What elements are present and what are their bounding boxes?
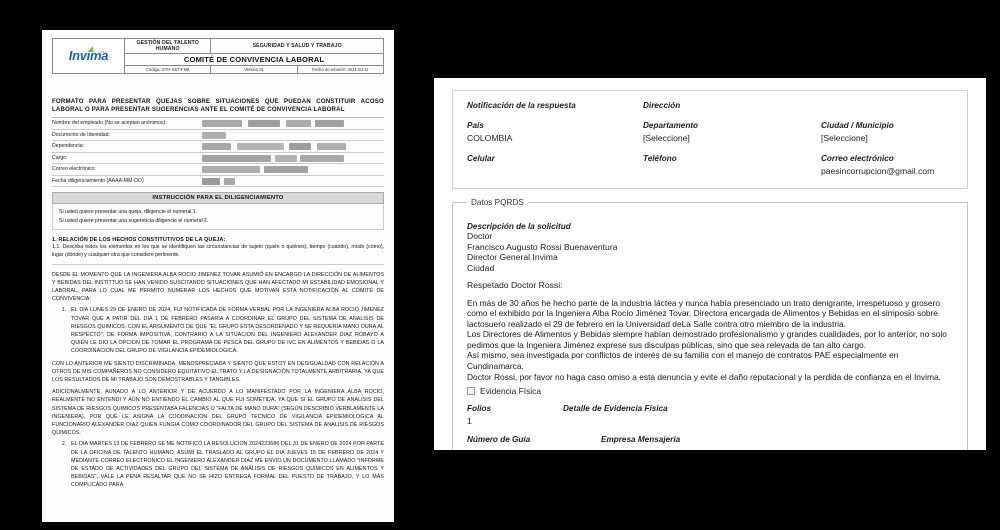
employee-fields: Nombre del empleado (No se aceptan anóni… xyxy=(52,118,384,187)
section-subtitle: 1.1. Describa todos los elementos en los… xyxy=(52,244,384,265)
header-fecha-emision: Fecha de emisión: 2021-03-11 xyxy=(296,65,385,74)
addressee-line: Francisco Augusto Rossi Buenaventura xyxy=(467,241,618,252)
value-correo-electronico: paesincorrupcion@gmail.com xyxy=(821,166,935,176)
evidencia-row: Folios 1 Detalle de Evidencia Física xyxy=(467,404,953,426)
datos-pqrds-fieldset: Datos PQRDS Descripción de la solicitud … xyxy=(452,198,968,450)
field-label: Fecha diligenciamiento (AAAA-MM-DO) xyxy=(52,177,144,184)
field-value-redacted xyxy=(202,153,384,164)
header-process-left: GESTIÓN DEL TALENTO HUMANO xyxy=(123,38,212,54)
field-row: Fecha diligenciamiento (AAAA-MM-DO) xyxy=(52,176,384,187)
narrative-paragraph: Los Directores de Alimentos y Bebidas si… xyxy=(467,329,947,350)
label-celular: Celular xyxy=(467,154,495,163)
label-empresa-mensajeria: Empresa Mensajería xyxy=(601,435,681,445)
field-value-redacted xyxy=(202,118,384,129)
addressee-line: Director General Invima xyxy=(467,252,558,262)
header-version: Versión 01 xyxy=(210,65,298,74)
field-value-redacted xyxy=(202,176,384,187)
instruction-line: Si usted quiere presentar una sugerencia… xyxy=(59,217,209,224)
invima-logo: ••• Invima xyxy=(52,38,125,74)
narrative-intro: DESDE EL MOMENTO QUE LA INGENIERA ALBA R… xyxy=(52,271,384,303)
field-label: Documento de Identidad: xyxy=(52,131,110,138)
logo-dots-icon: ••• xyxy=(100,50,108,56)
header-codigo: Código: GTH-SST-FM8 xyxy=(123,65,212,74)
field-value-redacted xyxy=(202,130,384,141)
label-numero-guia: Número de Guía xyxy=(467,435,531,445)
scanned-complaint-document: ••• Invima GESTIÓN DEL TALENTO HUMANO SE… xyxy=(42,30,394,522)
value-pais: COLOMBIA xyxy=(467,133,513,143)
label-folios: Folios xyxy=(467,404,492,414)
label-ciudad-municipio: Ciudad / Municipio xyxy=(821,121,894,130)
notification-row-3: Celular Teléfono Correo electrónico paes… xyxy=(467,154,953,176)
narrative-paragraph: Doctor Rossi, por favor no haga caso omi… xyxy=(467,371,941,382)
label-descripcion-solicitud: Descripción de la solicitud xyxy=(467,222,571,231)
field-row: Correo electrónico: xyxy=(52,164,384,176)
label-notificacion-respuesta: Notificación de la respuesta xyxy=(467,101,576,110)
label-pais: País xyxy=(467,121,484,130)
complaint-narrative: En más de 30 años he hecho parte de la i… xyxy=(467,298,953,383)
datos-pqrds-legend: Datos PQRDS xyxy=(471,198,524,207)
value-folios: 1 xyxy=(467,416,472,427)
field-row: Dependencia: xyxy=(52,141,384,153)
evidencia-fisica-checkbox-row[interactable]: Evidencia Física xyxy=(467,386,953,396)
addressee-line: Ciudad xyxy=(467,262,495,273)
logo-text: Invima xyxy=(68,48,109,63)
checkbox-icon[interactable] xyxy=(467,387,475,396)
notification-row-2: País COLOMBIA Departamento [Seleccione] … xyxy=(467,121,953,143)
form-title: FORMATO PARA PRESENTAR QUEJAS SOBRE SITU… xyxy=(52,98,384,118)
field-label: Correo electrónico: xyxy=(52,166,96,173)
pqrs-form-panel: Notificación de la respuesta Dirección P… xyxy=(434,78,986,450)
header-main-title: COMITÉ DE CONVIVENCIA LABORAL xyxy=(124,53,384,66)
narrative-paragraph: Así mismo, sea investigada por conflicto… xyxy=(467,350,899,372)
instruction-body: Si usted quiere presentar una queja, dil… xyxy=(52,204,384,230)
notification-card: Notificación de la respuesta Dirección P… xyxy=(452,90,968,189)
label-correo-electronico: Correo electrónico xyxy=(821,154,894,163)
label-direccion: Dirección xyxy=(643,101,681,110)
field-label: Nombre del empleado (No se aceptan anóni… xyxy=(52,120,167,127)
select-ciudad-municipio[interactable]: [Seleccione] xyxy=(821,133,868,143)
label-evidencia-fisica: Evidencia Física xyxy=(480,386,541,397)
notification-row-1: Notificación de la respuesta Dirección xyxy=(467,101,953,110)
narrative-body: DESDE EL MOMENTO QUE LA INGENIERA ALBA R… xyxy=(52,271,384,490)
field-value-redacted xyxy=(202,164,384,175)
narrative-paragraph: En más de 30 años he hecho parte de la i… xyxy=(467,297,941,329)
document-header-table: ••• Invima GESTIÓN DEL TALENTO HUMANO SE… xyxy=(52,38,385,74)
salutation: Respetado Doctor Rossi: xyxy=(467,280,563,290)
narrative-paragraph: CON LO ANTERIOR ME SIENTO DISCRIMINADA, … xyxy=(52,360,384,384)
claims-list: EL DIA LUNES 29 DE ENERO DE 2024, FUI NO… xyxy=(68,306,384,355)
guia-row: Número de Guía Empresa Mensajería xyxy=(467,435,953,444)
field-value-redacted xyxy=(202,141,384,152)
field-label: Dependencia: xyxy=(52,143,85,150)
claims-list: EL DIA MARTES 13 DE FEBRERO SE ME NOTIFI… xyxy=(68,440,384,489)
select-departamento[interactable]: [Seleccione] xyxy=(643,133,690,143)
claim-item: EL DIA LUNES 29 DE ENERO DE 2024, FUI NO… xyxy=(68,306,384,355)
field-row: Nombre del empleado (No se aceptan anóni… xyxy=(52,118,384,130)
narrative-paragraph: ADICIONALMENTE, AUNADO A LO ANTERIOR Y D… xyxy=(52,389,384,437)
section-title: 1. RELACIÓN DE LOS HECHOS CONSTITUTIVOS … xyxy=(52,237,226,243)
field-row: Documento de Identidad: xyxy=(52,130,384,141)
label-detalle-evidencia-fisica: Detalle de Evidencia Física xyxy=(563,404,668,414)
label-telefono: Teléfono xyxy=(643,154,677,163)
claim-item: EL DIA MARTES 13 DE FEBRERO SE ME NOTIFI… xyxy=(68,440,384,489)
field-row: Cargo: xyxy=(52,153,384,164)
label-departamento: Departamento xyxy=(643,121,699,130)
addressee-line: Doctor xyxy=(467,231,493,241)
field-label: Cargo: xyxy=(52,154,68,161)
instruction-line: Si usted quiere presentar una queja, dil… xyxy=(59,209,198,215)
instruction-heading: INSTRUCCIÓN PARA EL DILIGENCIAMIENTO xyxy=(52,192,384,204)
header-process-right: SEGURIDAD Y SALUD Y TRABAJO xyxy=(210,38,384,54)
